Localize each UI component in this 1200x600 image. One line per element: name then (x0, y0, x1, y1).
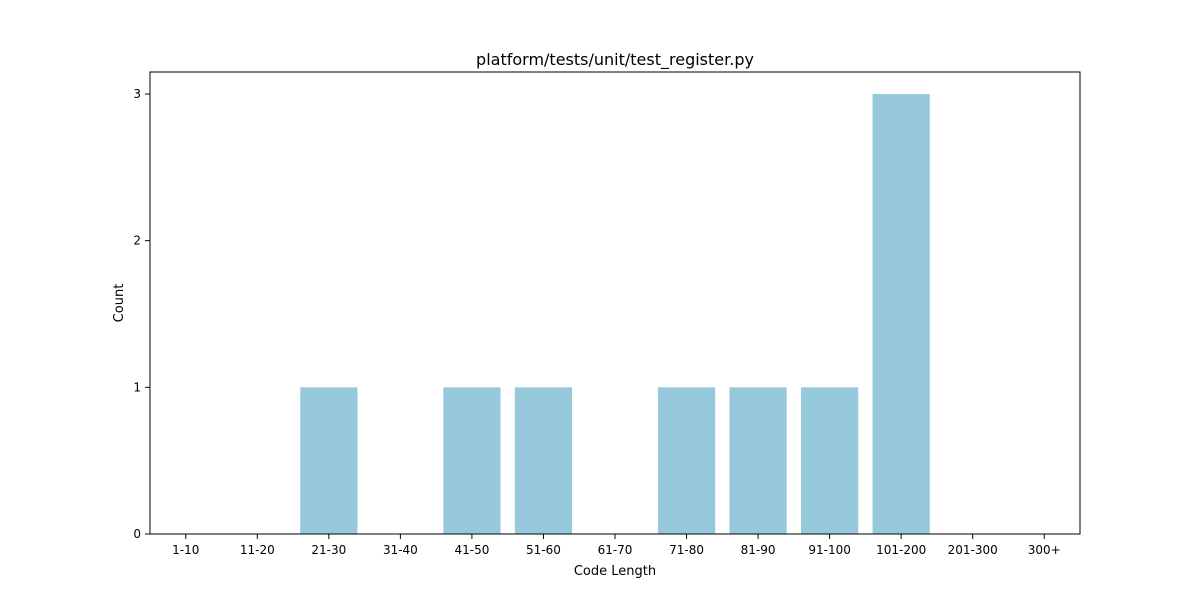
x-tick-label: 51-60 (526, 543, 561, 557)
x-tick-label: 91-100 (808, 543, 851, 557)
y-tick-label: 0 (133, 527, 141, 541)
chart-title: platform/tests/unit/test_register.py (476, 50, 754, 70)
bar-71-80 (657, 387, 716, 534)
y-tick-label: 3 (133, 87, 141, 101)
bar-91-100 (801, 387, 859, 534)
x-tick-label: 21-30 (311, 543, 346, 557)
x-tick-label: 41-50 (454, 543, 489, 557)
x-tick-label: 61-70 (598, 543, 633, 557)
x-axis-ticks: 1-10 11-20 21-30 31-40 41-50 51-60 61-70 71-80 8… (172, 534, 1061, 557)
bar-81-90 (729, 387, 787, 534)
y-tick-label: 2 (133, 234, 141, 248)
y-tick-label: 1 (133, 380, 141, 394)
x-tick-label: 1-10 (172, 543, 199, 557)
x-tick-label: 71-80 (669, 543, 704, 557)
bar-101-200 (872, 94, 930, 534)
y-axis-label: Count (112, 284, 127, 323)
bar-21-30 (300, 387, 358, 534)
x-tick-label: 101-200 (876, 543, 926, 557)
x-tick-label: 201-300 (948, 543, 998, 557)
bar-51-60 (514, 387, 573, 534)
x-tick-label: 11-20 (240, 543, 275, 557)
bar-41-50 (443, 387, 501, 534)
y-axis-ticks: 0 1 2 3 (133, 87, 150, 541)
x-axis-label: Code Length (574, 564, 656, 579)
x-tick-label: 81-90 (741, 543, 776, 557)
bars-layer (300, 94, 930, 534)
x-tick-label: 31-40 (383, 543, 418, 557)
x-tick-label: 300+ (1028, 543, 1061, 557)
plot-frame (149, 71, 1081, 535)
